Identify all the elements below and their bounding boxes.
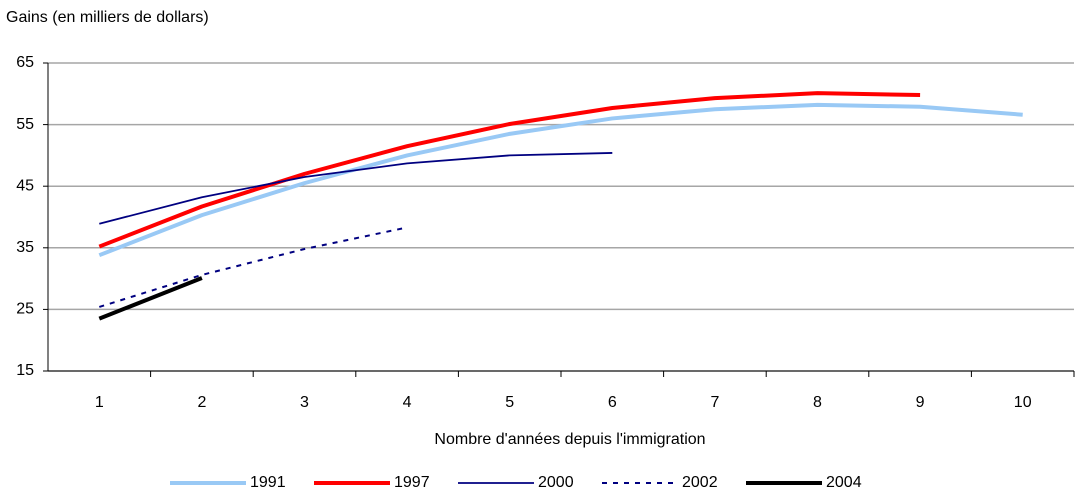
x-tick-label: 1 bbox=[95, 394, 104, 411]
x-tick-label: 2 bbox=[197, 394, 206, 411]
y-tick-label: 35 bbox=[16, 239, 34, 256]
legend-label: 2004 bbox=[826, 474, 862, 491]
legend-label: 1991 bbox=[250, 474, 286, 491]
legend-label: 2002 bbox=[682, 474, 718, 491]
line-series bbox=[98, 102, 1023, 258]
line-series bbox=[98, 91, 921, 249]
x-tick-label: 8 bbox=[813, 394, 822, 411]
line-series bbox=[99, 152, 613, 225]
x-tick-label: 5 bbox=[505, 394, 514, 411]
x-tick-label: 4 bbox=[403, 394, 412, 411]
x-tick-label: 7 bbox=[710, 394, 719, 411]
line-series bbox=[98, 276, 203, 321]
legend-label: 1997 bbox=[394, 474, 430, 491]
legend-label: 2000 bbox=[538, 474, 574, 491]
y-tick-label: 25 bbox=[16, 301, 34, 318]
y-axis-label: Gains (en milliers de dollars) bbox=[6, 9, 209, 26]
x-axis-label: Nombre d'années depuis l'immigration bbox=[434, 431, 705, 448]
x-tick-label: 10 bbox=[1014, 394, 1032, 411]
x-tick-label: 6 bbox=[608, 394, 617, 411]
y-tick-label: 65 bbox=[16, 54, 34, 71]
y-tick-label: 55 bbox=[16, 116, 34, 133]
y-tick-label: 15 bbox=[16, 362, 34, 379]
x-tick-label: 9 bbox=[916, 394, 925, 411]
line-series bbox=[99, 226, 408, 308]
y-tick-label: 45 bbox=[16, 177, 34, 194]
x-tick-label: 3 bbox=[300, 394, 309, 411]
